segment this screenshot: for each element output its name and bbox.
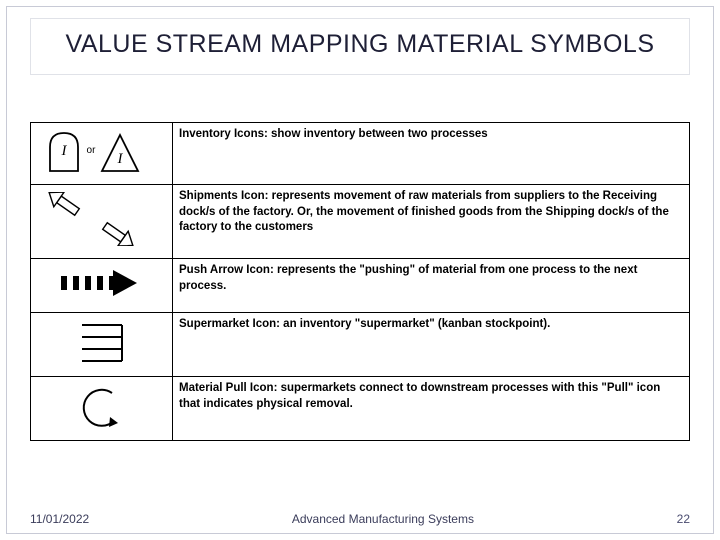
slide-footer: 11/01/2022 Advanced Manufacturing System… [30,512,690,526]
footer-page: 22 [677,512,690,526]
table-row: Supermarket Icon: an inventory "supermar… [31,313,690,377]
table-row: Shipments Icon: represents movement of r… [31,185,690,259]
supermarket-icon [62,317,142,367]
table-row: Material Pull Icon: supermarkets connect… [31,377,690,441]
icon-cell-shipments [31,185,173,259]
inventory-or-label: or [86,145,96,156]
material-pull-icon [62,381,142,431]
icon-cell-inventory: I or I [31,123,173,185]
footer-date: 11/01/2022 [30,512,89,526]
symbols-table-wrap: I or I Inventory Icons: show inventory b… [30,122,690,441]
inventory-i-label-2: I [116,151,123,167]
desc-shipments: Shipments Icon: represents movement of r… [173,185,690,259]
push-arrow-icon [47,266,157,300]
table-row: I or I Inventory Icons: show inventory b… [31,123,690,185]
title-container: VALUE STREAM MAPPING MATERIAL SYMBOLS [30,18,690,75]
desc-push: Push Arrow Icon: represents the "pushing… [173,259,690,313]
inventory-i-label-1: I [60,143,67,159]
table-row: Push Arrow Icon: represents the "pushing… [31,259,690,313]
slide-title: VALUE STREAM MAPPING MATERIAL SYMBOLS [45,29,675,60]
desc-inventory: Inventory Icons: show inventory between … [173,123,690,185]
icon-cell-push [31,259,173,313]
symbols-table: I or I Inventory Icons: show inventory b… [30,122,690,441]
icon-cell-pull [31,377,173,441]
inventory-icon: I or I [42,127,162,175]
shipments-icon [47,192,157,246]
desc-pull: Material Pull Icon: supermarkets connect… [173,377,690,441]
footer-center: Advanced Manufacturing Systems [89,512,676,526]
desc-supermarket: Supermarket Icon: an inventory "supermar… [173,313,690,377]
icon-cell-supermarket [31,313,173,377]
